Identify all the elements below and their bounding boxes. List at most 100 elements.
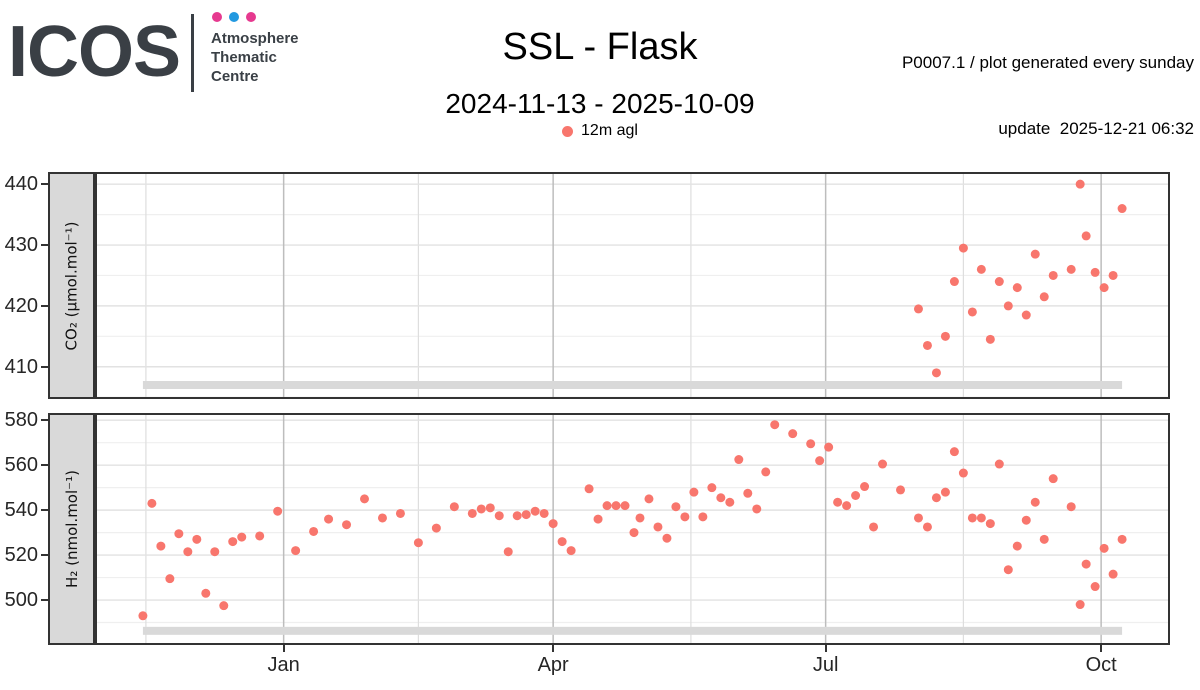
data-point: [413, 538, 423, 548]
data-point: [1117, 204, 1127, 214]
data-point: [635, 513, 645, 523]
data-point: [698, 512, 708, 522]
data-point: [476, 504, 486, 514]
data-point: [1030, 497, 1040, 507]
data-point: [467, 508, 477, 518]
data-point: [1039, 292, 1049, 302]
data-point: [1108, 270, 1118, 280]
data-point: [913, 513, 923, 523]
data-point: [1003, 301, 1013, 311]
data-point: [716, 493, 726, 503]
data-point: [958, 468, 968, 478]
data-point: [1090, 582, 1100, 592]
data-point: [707, 483, 717, 493]
data-point: [530, 506, 540, 516]
data-point: [761, 467, 771, 477]
y-axis-tick-mark: [41, 304, 48, 307]
data-point: [273, 506, 283, 516]
data-point: [557, 537, 567, 547]
data-point: [485, 503, 495, 513]
logo-dots-icon: [212, 12, 256, 22]
data-point: [725, 497, 735, 507]
logo-divider: [191, 14, 194, 92]
data-point: [1030, 249, 1040, 259]
y-axis-tick-label: 560: [4, 454, 38, 477]
data-point: [922, 340, 932, 350]
data-point: [1012, 541, 1022, 551]
y-axis-tick-mark: [41, 244, 48, 247]
data-point: [680, 512, 690, 522]
data-point: [940, 331, 950, 341]
coverage-bar: [142, 381, 1123, 390]
y-axis-tick-mark: [41, 365, 48, 368]
date-range-subtitle: 2024-11-13 - 2025-10-09: [445, 88, 755, 119]
co2-facet-strip: CO₂ (µmol.mol⁻¹): [48, 172, 95, 399]
data-point: [1012, 283, 1022, 293]
data-point: [869, 522, 879, 532]
data-point: [377, 513, 387, 523]
data-point: [494, 511, 504, 521]
data-point: [940, 487, 950, 497]
legend: 12m agl: [300, 122, 900, 140]
y-axis-tick-mark: [41, 554, 48, 557]
y-axis-tick-label: 520: [4, 544, 38, 567]
x-axis-tick-label: Jul: [812, 654, 839, 676]
data-point: [156, 541, 166, 551]
data-point: [770, 420, 780, 430]
x-axis-tick-mark: [824, 645, 827, 652]
data-point: [806, 439, 816, 449]
data-point: [512, 511, 522, 521]
data-point: [958, 243, 968, 253]
data-point: [1108, 569, 1118, 579]
data-point: [644, 494, 654, 504]
data-point: [743, 488, 753, 498]
data-point: [219, 601, 229, 611]
logo-org-line: Atmosphere: [211, 30, 299, 47]
logo-org-line: Centre: [211, 68, 259, 85]
data-point: [1081, 559, 1091, 569]
data-point: [734, 455, 744, 465]
h2-facet-strip: H₂ (nmol.mol⁻¹): [48, 413, 95, 645]
data-point: [653, 522, 663, 532]
data-point: [1048, 270, 1058, 280]
data-point: [210, 547, 220, 557]
data-point: [1099, 543, 1109, 553]
data-point: [174, 529, 184, 539]
data-point: [449, 502, 459, 512]
panel-border: [95, 172, 1170, 399]
data-point: [842, 501, 852, 511]
data-point: [833, 497, 843, 507]
data-point: [967, 513, 977, 523]
y-axis-tick-label: 420: [4, 294, 38, 317]
data-point: [342, 520, 352, 530]
data-point: [931, 368, 941, 378]
y-axis-tick-mark: [41, 464, 48, 467]
data-point: [395, 508, 405, 518]
data-point: [183, 547, 193, 557]
data-point: [967, 307, 977, 317]
data-point: [147, 498, 157, 508]
data-point: [1021, 310, 1031, 320]
data-point: [689, 487, 699, 497]
data-point: [976, 264, 986, 274]
data-point: [1081, 231, 1091, 241]
h2-panel: [95, 413, 1170, 645]
data-point: [1075, 600, 1085, 610]
y-axis-tick-mark: [41, 419, 48, 422]
coverage-bar: [142, 626, 1123, 635]
generation-note-line1: P0007.1 / plot generated every sunday: [901, 53, 1194, 72]
data-point: [324, 514, 334, 524]
y-axis-tick-label: 440: [4, 173, 38, 196]
data-point: [788, 429, 798, 439]
x-axis-tick-label: Oct: [1085, 654, 1117, 676]
data-point: [611, 501, 621, 511]
data-point: [896, 485, 906, 495]
data-point: [1075, 179, 1085, 189]
generation-note: P0007.1 / plot generated every sunday up…: [902, 8, 1194, 184]
data-point: [359, 494, 369, 504]
x-axis-tick-label: Apr: [537, 654, 569, 676]
y-axis-tick-label: 540: [4, 499, 38, 522]
data-point: [1090, 267, 1100, 277]
generation-note-line2: update 2025-12-21 06:32: [998, 119, 1194, 138]
data-point: [1003, 565, 1013, 575]
